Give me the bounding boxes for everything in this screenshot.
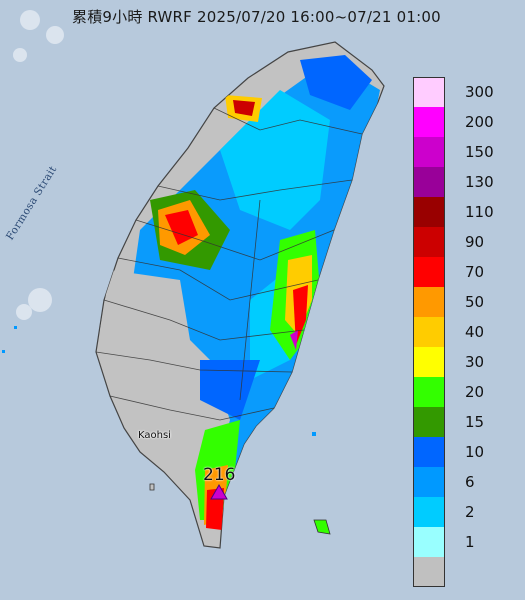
legend-swatch [413, 407, 445, 437]
legend-swatch [413, 377, 445, 407]
legend-label: 200 [465, 113, 494, 131]
legend-row: 70 [413, 257, 525, 287]
legend-label: 40 [465, 323, 485, 341]
legend-row: 10 [413, 437, 525, 467]
legend-label: 110 [465, 203, 494, 221]
legend-label: 150 [465, 143, 494, 161]
legend-row: 15 [413, 407, 525, 437]
legend-swatch [413, 527, 445, 557]
taiwan-island [95, 41, 385, 549]
legend-row: 20 [413, 377, 525, 407]
legend-row: 200 [413, 107, 525, 137]
legend-row: 2 [413, 497, 525, 527]
offshore-specks [2, 326, 316, 436]
legend-swatch [413, 167, 445, 197]
legend-row: 40 [413, 317, 525, 347]
legend-row: 150 [413, 137, 525, 167]
legend-swatch [413, 227, 445, 257]
legend-swatch [413, 467, 445, 497]
legend-label: 50 [465, 293, 485, 311]
legend-label: 1 [465, 533, 475, 551]
legend-row: 50 [413, 287, 525, 317]
legend-swatch [413, 137, 445, 167]
city-label: Kaohsi [138, 430, 171, 441]
legend-label: 300 [465, 83, 494, 101]
legend-swatch [413, 287, 445, 317]
legend-swatch [413, 347, 445, 377]
legend-row: 300 [413, 77, 525, 107]
small-islands [149, 483, 331, 535]
legend-label: 15 [465, 413, 485, 431]
legend-swatch [413, 317, 445, 347]
county-borders [95, 107, 363, 421]
legend-swatch [413, 497, 445, 527]
legend-label: 90 [465, 233, 485, 251]
legend-swatch [413, 557, 445, 587]
legend-label: 2 [465, 503, 475, 521]
legend-swatch [413, 257, 445, 287]
legend-label: 20 [465, 383, 485, 401]
legend-swatch [413, 107, 445, 137]
rainfall-field [100, 55, 380, 530]
legend-label: 30 [465, 353, 485, 371]
max-triangle-icon [210, 483, 228, 500]
legend-row: 30 [413, 347, 525, 377]
legend-swatch [413, 77, 445, 107]
max-rainfall-label: 216 [203, 465, 236, 485]
legend-swatch [413, 437, 445, 467]
legend-label: 10 [465, 443, 485, 461]
legend-label: 130 [465, 173, 494, 191]
legend-label: 6 [465, 473, 475, 491]
legend-swatch [413, 197, 445, 227]
legend-row: 110 [413, 197, 525, 227]
legend-row [413, 557, 525, 587]
legend-row: 130 [413, 167, 525, 197]
legend-row: 6 [413, 467, 525, 497]
offshore-cloud-noise [13, 10, 64, 320]
legend-row: 1 [413, 527, 525, 557]
legend-label: 70 [465, 263, 485, 281]
legend-row: 90 [413, 227, 525, 257]
map-title: 累積9小時 RWRF 2025/07/20 16:00~07/21 01:00 [72, 8, 441, 26]
